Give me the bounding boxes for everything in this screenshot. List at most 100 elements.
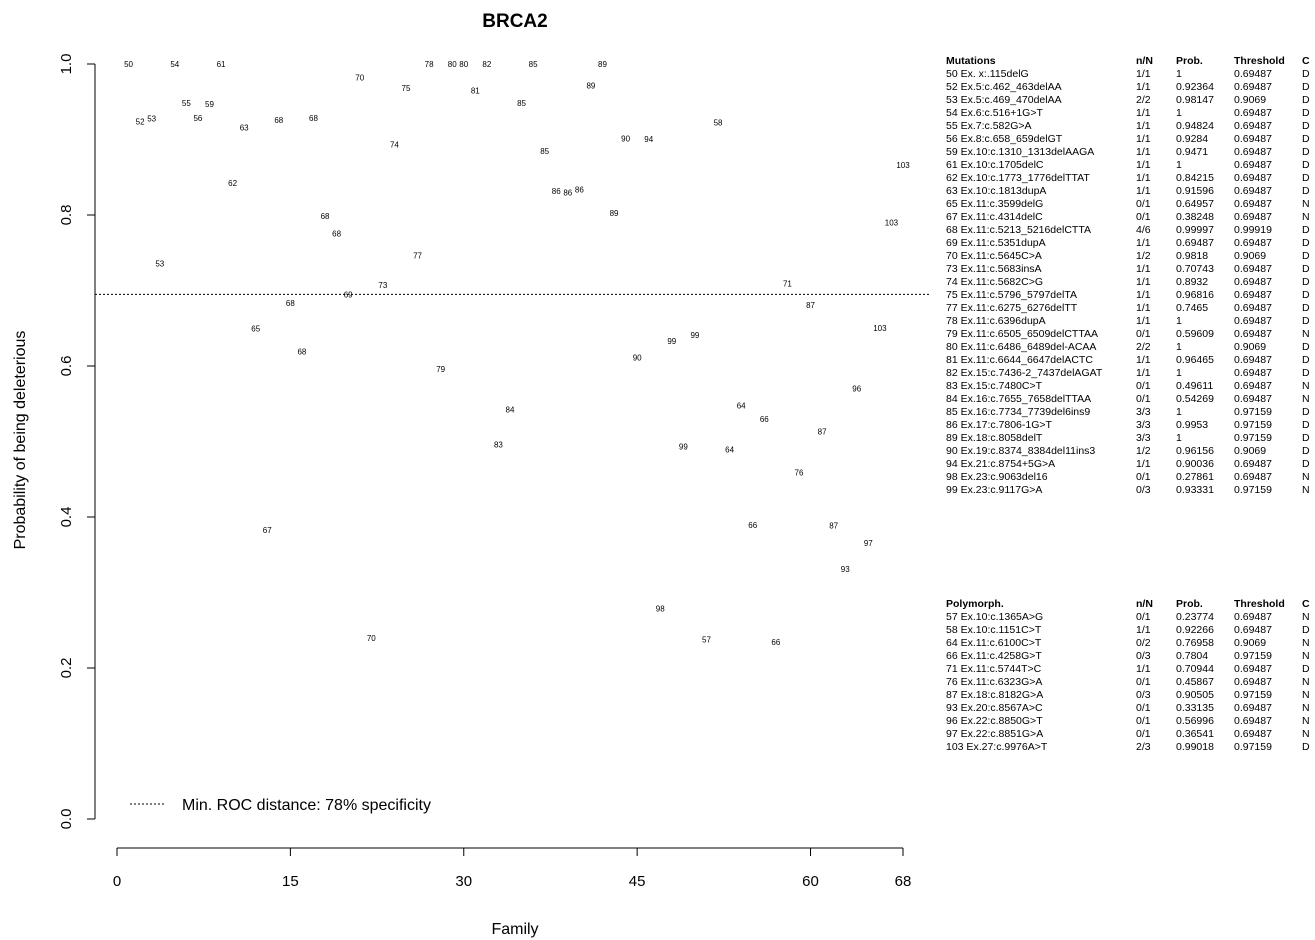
point-label: 99 [679, 443, 688, 452]
table-cell: D [1302, 741, 1310, 753]
point-label: 53 [155, 260, 164, 269]
y-tick-label: 0.4 [58, 507, 75, 528]
table-row: 55 Ex.7:c.582G>A 1/1 0.94824 0.69487 D [946, 120, 1311, 133]
point-label: 74 [390, 141, 399, 150]
mutations-table: Mutations n/N Prob. Threshold C 50 Ex. x… [946, 55, 1311, 497]
table-cell: D [1302, 68, 1310, 80]
table-row: 50 Ex. x:.115delG 1/1 1 0.69487 D [946, 68, 1311, 81]
point-label: 89 [586, 81, 595, 90]
point-label: 77 [413, 251, 422, 260]
table-row: 85 Ex.16:c.7734_7739del6ins9 3/3 1 0.97159 D [946, 406, 1311, 419]
table-cell: 0.97159 [1234, 419, 1272, 431]
table-cell: 0.69487 [1234, 289, 1272, 301]
table-cell: N [1302, 471, 1310, 483]
point-label: 98 [656, 605, 665, 614]
table-cell: N [1302, 702, 1310, 714]
table-cell: 53 Ex.5:c.469_470delAA [946, 94, 1062, 106]
table-cell: 0.97159 [1234, 484, 1272, 496]
table-cell: 0.8932 [1176, 276, 1209, 288]
table-cell: N [1302, 611, 1310, 623]
table-row: 52 Ex.5:c.462_463delAA 1/1 0.92364 0.69487 D [946, 81, 1311, 94]
table-cell: 0/1 [1136, 380, 1151, 392]
table-cell: 0.9471 [1176, 146, 1209, 158]
table-cell: 58 Ex.10:c.1151C>T [946, 624, 1042, 636]
table-cell: 0.97159 [1234, 689, 1272, 701]
header-cell: Mutations [946, 55, 996, 67]
table-row: 84 Ex.16:c.7655_7658delTTAA 0/1 0.54269 0.6… [946, 393, 1311, 406]
point-label: 86 [563, 189, 572, 198]
table-cell: 0.69487 [1234, 702, 1272, 714]
x-tick-label: 30 [455, 873, 472, 890]
y-axis-label: Probability of being deleterious [12, 331, 29, 550]
table-row: 56 Ex.8:c.658_659delGT 1/1 0.9284 0.69487 D [946, 133, 1311, 146]
table-row: 64 Ex.11:c.6100C>T 0/2 0.76958 0.9069 N [946, 637, 1311, 650]
table-cell: D [1302, 663, 1310, 675]
table-cell: 63 Ex.10:c.1813dupA [946, 185, 1047, 197]
table-cell: 99 Ex.23:c.9117G>A [946, 484, 1043, 496]
table-cell: 0.38248 [1176, 211, 1214, 223]
table-cell: 1 [1176, 315, 1182, 327]
table-cell: 75 Ex.11:c.5796_5797delTA [946, 289, 1077, 301]
table-cell: 1/1 [1136, 172, 1151, 184]
table-cell: 1/1 [1136, 159, 1151, 171]
x-tick-label: 0 [113, 873, 121, 890]
header-cell: Threshold [1234, 598, 1285, 610]
table-cell: D [1302, 624, 1310, 636]
table-cell: 77 Ex.11:c.6275_6276delTT [946, 302, 1078, 314]
table-cell: 0.69487 [1234, 263, 1272, 275]
table-cell: 0.76958 [1176, 637, 1214, 649]
table-row: 65 Ex.11:c.3599delG 0/1 0.64957 0.69487 N [946, 198, 1311, 211]
table-cell: 1/1 [1136, 367, 1151, 379]
table-cell: 0.84215 [1176, 172, 1214, 184]
table-cell: 97 Ex.22:c.8851G>A [946, 728, 1044, 740]
table-row: 98 Ex.23:c.9063del16 0/1 0.27861 0.69487 N [946, 471, 1311, 484]
table-cell: 57 Ex.10:c.1365A>G [946, 611, 1044, 623]
table-cell: 0.69487 [1234, 367, 1272, 379]
table-cell: 0.99919 [1234, 224, 1272, 236]
table-cell: D [1302, 445, 1310, 457]
point-label: 80 [459, 60, 468, 69]
table-row: 53 Ex.5:c.469_470delAA 2/2 0.98147 0.9069 D [946, 94, 1311, 107]
point-label: 68 [309, 114, 318, 123]
point-label: 68 [332, 229, 341, 238]
table-cell: N [1302, 198, 1310, 210]
table-cell: 68 Ex.11:c.5213_5216delCTTA [946, 224, 1091, 236]
table-cell: 0.69487 [1234, 107, 1272, 119]
table-cell: 0.7804 [1176, 650, 1209, 662]
table-cell: N [1302, 689, 1310, 701]
table-cell: 3/3 [1136, 419, 1151, 431]
table-cell: 1/1 [1136, 354, 1151, 366]
point-label: 85 [529, 60, 538, 69]
table-row: 99 Ex.23:c.9117G>A 0/3 0.93331 0.97159 N [946, 484, 1311, 497]
point-label: 66 [771, 638, 780, 647]
table-cell: 0.69487 [1234, 471, 1272, 483]
x-tick-label: 45 [629, 873, 646, 890]
table-cell: 0.69487 [1234, 146, 1272, 158]
y-tick-label: 0.2 [58, 658, 75, 679]
table-cell: 0.69487 [1234, 380, 1272, 392]
table-row: 82 Ex.15:c.7436-2_7437delAGAT 1/1 1 0.69487… [946, 367, 1311, 380]
header-cell: Prob. [1176, 598, 1203, 610]
point-label: 61 [217, 60, 226, 69]
table-cell: 0.69487 [1234, 68, 1272, 80]
table-cell: D [1302, 315, 1310, 327]
table-cell: 0/1 [1136, 611, 1151, 623]
header-cell: C [1302, 598, 1310, 610]
point-label: 67 [263, 526, 272, 535]
table-row: 73 Ex.11:c.5683insA 1/1 0.70743 0.69487 D [946, 263, 1311, 276]
point-label: 64 [725, 445, 734, 454]
table-row: 59 Ex.10:c.1310_1313delAAGA 1/1 0.9471 0.69… [946, 146, 1311, 159]
table-cell: 0.69487 [1234, 81, 1272, 93]
table-cell: 0.56996 [1176, 715, 1214, 727]
point-label: 83 [494, 440, 503, 449]
table-cell: 0.69487 [1234, 663, 1272, 675]
table-cell: 0/3 [1136, 689, 1151, 701]
table-row: 97 Ex.22:c.8851G>A 0/1 0.36541 0.69487 N [946, 728, 1311, 741]
table-cell: 3/3 [1136, 406, 1151, 418]
table-row: 61 Ex.10:c.1705delC 1/1 1 0.69487 D [946, 159, 1311, 172]
table-cell: 0/1 [1136, 715, 1151, 727]
table-cell: 0.7465 [1176, 302, 1209, 314]
table-cell: 0.59609 [1176, 328, 1214, 340]
table-cell: 50 Ex. x:.115delG [946, 68, 1029, 80]
table-cell: 74 Ex.11:c.5682C>G [946, 276, 1043, 288]
